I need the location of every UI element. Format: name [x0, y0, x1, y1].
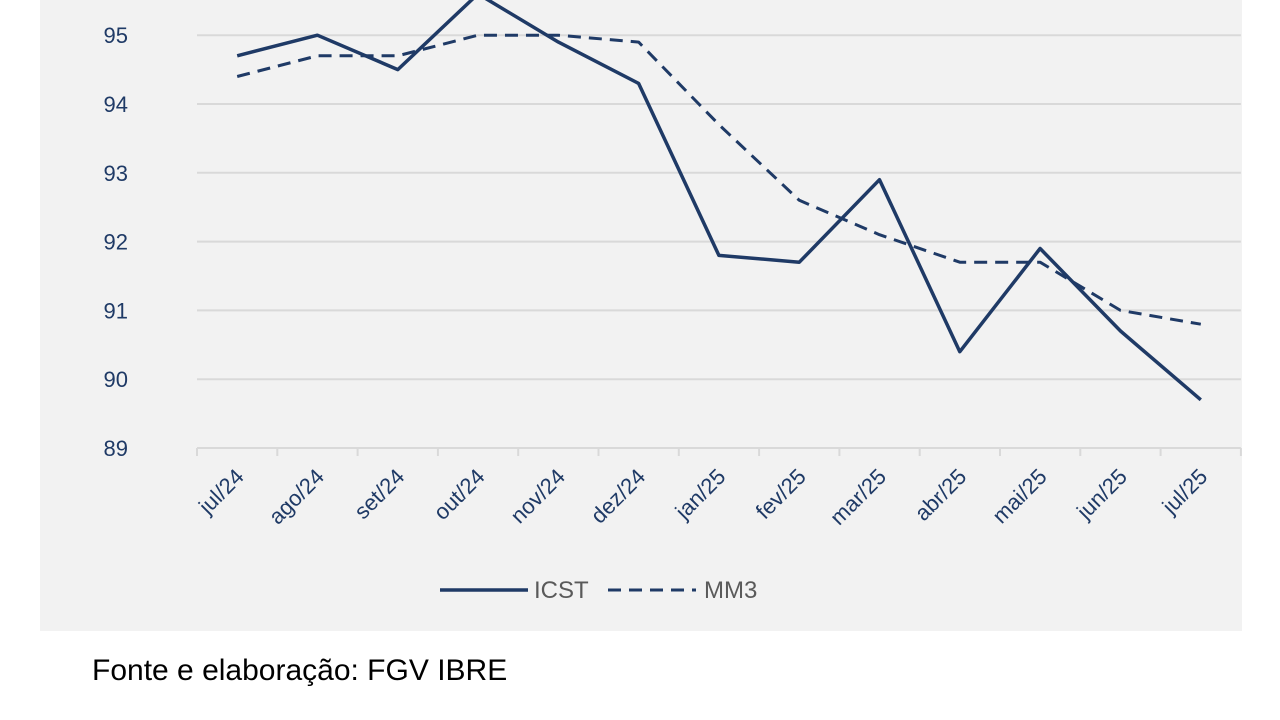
y-tick-label: 90: [104, 367, 128, 392]
x-tick-label: dez/24: [586, 464, 650, 528]
x-tick-label: abr/25: [910, 464, 972, 526]
y-tick-label: 89: [104, 436, 128, 461]
x-tick-label: jun/25: [1071, 464, 1132, 525]
x-tick-label: jan/25: [670, 464, 731, 525]
x-tick-label: fev/25: [751, 464, 811, 524]
y-tick-label: 93: [104, 161, 128, 186]
series-lines: [236, 0, 1202, 402]
line-chart: 89 90 91 92 93 94 95 jul/24 ago/24 set/24 out/24 n…: [104, 0, 1242, 604]
legend-label: MM3: [704, 577, 757, 604]
y-tick-label: 92: [104, 230, 128, 255]
x-axis-ticks: jul/24 ago/24 set/24 out/24 nov/24 dez/24 jan/…: [193, 464, 1212, 530]
y-tick-label: 91: [104, 298, 128, 323]
y-tick-label: 94: [104, 92, 128, 117]
x-tick-label: jul/24: [193, 464, 249, 520]
x-tick-label: mar/25: [825, 464, 891, 530]
chart-panel: 89 90 91 92 93 94 95 jul/24 ago/24 set/24 out/24 n…: [40, 0, 1242, 631]
legend: ICST MM3: [440, 577, 757, 604]
x-tick-label: jul/25: [1157, 464, 1213, 520]
y-tick-label: 95: [104, 23, 128, 48]
x-axis: [196, 447, 1242, 456]
source-note: Fonte e elaboração: FGV IBRE: [92, 654, 508, 687]
x-tick-label: mai/25: [987, 464, 1051, 528]
series-line-icst: [236, 0, 1202, 402]
x-tick-label: set/24: [349, 464, 409, 524]
x-tick-label: out/24: [429, 464, 490, 525]
legend-label: ICST: [534, 577, 589, 604]
x-tick-label: ago/24: [264, 464, 329, 529]
y-axis-ticks: 89 90 91 92 93 94 95: [104, 23, 128, 461]
gridlines: [197, 34, 1241, 381]
x-tick-label: nov/24: [505, 464, 569, 528]
series-line-mm3: [236, 33, 1202, 326]
